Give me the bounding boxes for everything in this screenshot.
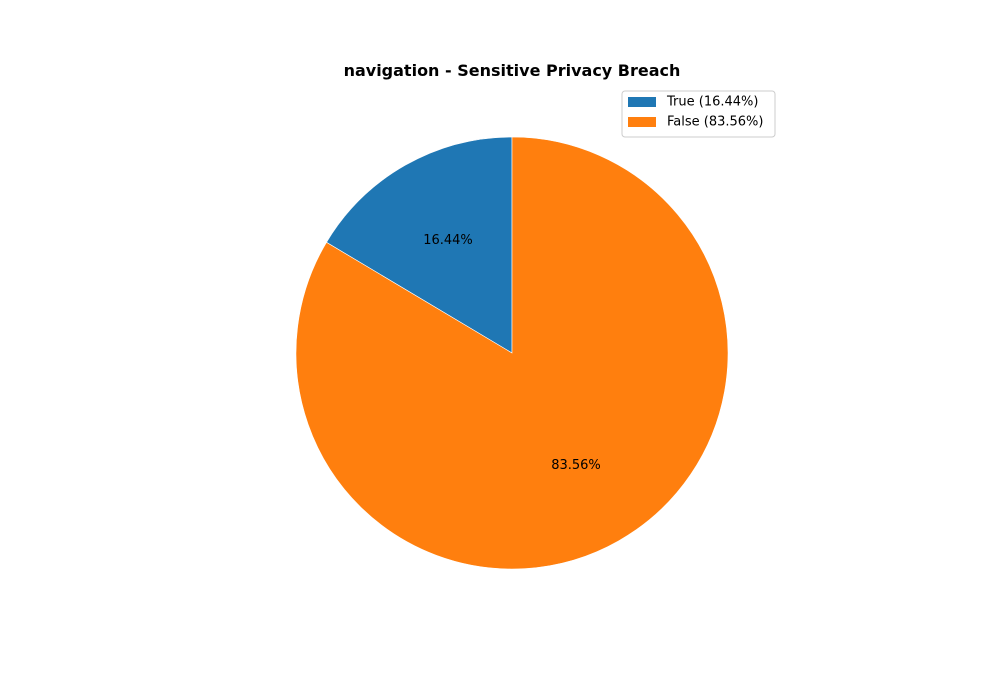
pie-slice-false	[295, 136, 729, 570]
slice-percent-label-false: 83.56%	[551, 458, 601, 473]
legend-label-false: False (83.56%)	[667, 115, 763, 130]
pie-slice-labels: 16.44% 83.56%	[423, 233, 601, 473]
pie-slice-true	[326, 136, 513, 354]
pie-slices	[295, 136, 729, 570]
legend-frame	[621, 90, 776, 138]
legend-label-true: True (16.44%)	[666, 95, 758, 110]
legend-swatch-false	[628, 117, 656, 127]
legend-items: True (16.44%) False (83.56%)	[628, 95, 763, 130]
slice-percent-label-true: 16.44%	[423, 233, 473, 248]
chart-title: navigation - Sensitive Privacy Breach	[344, 61, 681, 80]
legend: True (16.44%) False (83.56%)	[621, 90, 776, 138]
legend-swatch-true	[628, 97, 656, 107]
